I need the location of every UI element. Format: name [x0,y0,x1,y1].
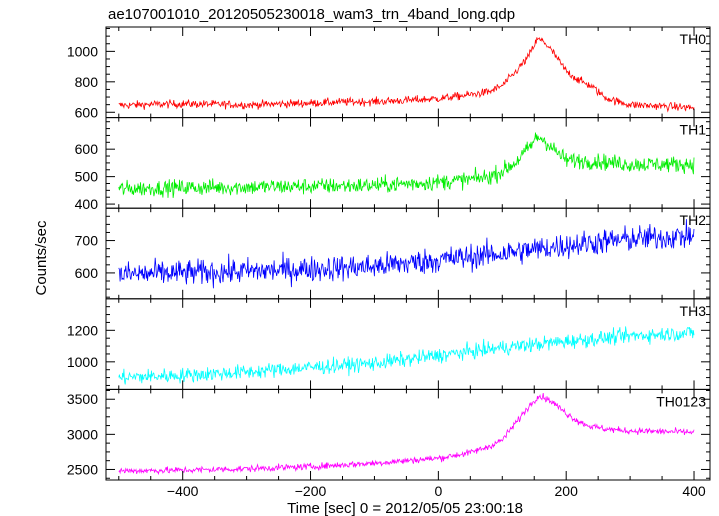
panel-th3: 1000 1200 TH3 [67,298,711,390]
y-tick-label: 600 [75,141,99,157]
y-tick-label: 3500 [67,391,98,407]
y-tick-label: 1200 [67,322,98,338]
panel-frame [105,388,711,481]
series-line-th0123 [118,393,695,476]
y-tick-label: 3000 [67,426,98,442]
panel-th0123: 2500 3000 3500 TH0123 [67,388,711,481]
x-axis-label: Time [sec] 0 = 2012/05/05 23:00:18 [287,500,523,516]
panel-th1: 400 500 600 TH1 [75,117,711,212]
panel-label: TH0 [680,31,707,47]
x-tick-label: 0 [434,483,442,499]
chart-title: ae107001010_20120505230018_wam3_trn_4ban… [108,6,515,23]
x-tick-label: −400 [167,483,199,499]
panel-th2: 600 700 TH2 [75,207,711,300]
series-line-th3 [118,326,695,385]
series-line-th2 [118,219,695,289]
panel-label: TH0123 [656,393,706,409]
y-tick-label: 600 [75,104,99,120]
panel-frame [105,298,711,390]
y-tick-label: 1000 [67,354,98,370]
x-tick-label: 400 [682,483,706,499]
panel-frame [105,117,711,209]
y-tick-label: 500 [75,169,99,185]
y-tick-label: 800 [75,74,99,90]
x-tick-label: −200 [295,483,327,499]
series-line-th0 [118,37,695,113]
panels-group: 600 800 1000 TH0 400 500 600 TH1 600 700 TH2 1000 12… [67,26,711,499]
series-line-th1 [118,132,695,198]
panel-label: TH1 [680,122,707,138]
y-tick-label: 700 [75,233,99,249]
panel-frame [105,207,711,300]
y-tick-label: 400 [75,196,99,212]
panel-label: TH3 [680,303,707,319]
y-tick-label: 2500 [67,461,98,477]
y-tick-label: 600 [75,265,99,281]
panel-th0: 600 800 1000 TH0 [67,26,711,120]
y-axis-label: Counts/sec [33,220,50,296]
y-tick-label: 1000 [67,43,98,59]
x-tick-label: 200 [555,483,579,499]
panel-frame [105,26,711,119]
panel-label: TH2 [680,212,707,228]
